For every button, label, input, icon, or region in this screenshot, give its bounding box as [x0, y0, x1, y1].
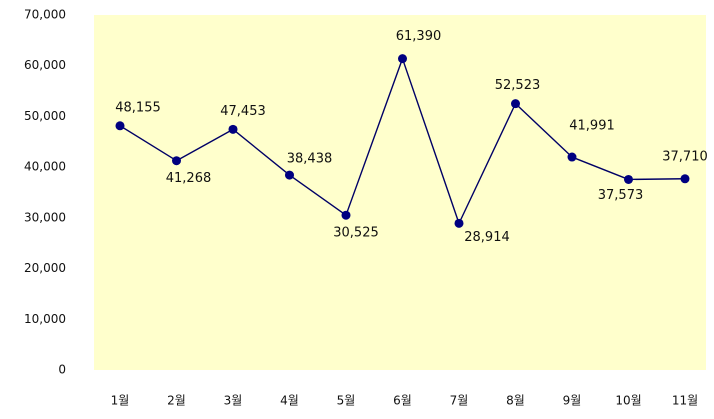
data-label: 30,525	[333, 226, 379, 241]
data-label: 41,991	[569, 119, 615, 134]
x-axis-tick-label: 11월	[672, 394, 698, 408]
data-point	[624, 174, 633, 184]
data-point	[567, 152, 577, 162]
x-axis-tick-label: 7월	[450, 394, 469, 408]
data-label: 52,523	[495, 78, 541, 93]
y-axis-tick-labels: 0 10,000 20,000 30,000 40,000 50,000 60,000 70,…	[24, 8, 66, 377]
x-axis-tick-label: 5월	[337, 394, 356, 408]
x-axis-tick-label: 10월	[615, 394, 641, 408]
y-axis-tick-label: 30,000	[24, 210, 66, 224]
x-axis-tick-label: 3월	[224, 394, 243, 408]
y-axis-tick-label: 20,000	[24, 261, 66, 275]
data-point	[172, 156, 181, 166]
data-point	[115, 121, 125, 131]
y-axis-tick-label: 10,000	[24, 312, 66, 326]
y-axis-tick-label: 40,000	[24, 160, 66, 174]
y-axis-tick-label: 50,000	[24, 109, 66, 123]
data-point	[228, 124, 238, 134]
data-label: 48,155	[115, 100, 161, 115]
y-axis-tick-label: 0	[58, 363, 66, 377]
point-layer	[115, 54, 690, 228]
data-label: 41,268	[166, 171, 212, 186]
x-axis-tick-label: 2월	[167, 394, 186, 408]
x-axis-tick-label: 1월	[111, 394, 130, 408]
x-axis-tick-labels: 1월 2월 3월 4월 5월 6월 7월 8월 9월 10월 11월	[111, 394, 699, 408]
data-label-layer: 48,155 41,268 47,453 38,438 30,525 61,390 28,9…	[115, 29, 708, 245]
data-label: 37,710	[662, 149, 708, 164]
y-axis-tick-label: 70,000	[24, 8, 66, 22]
data-label: 37,573	[598, 188, 644, 203]
data-point	[511, 99, 520, 109]
data-point	[398, 54, 407, 64]
plot-area	[94, 15, 706, 370]
data-label: 38,438	[287, 152, 333, 167]
data-point	[341, 210, 351, 220]
data-label: 47,453	[220, 104, 266, 119]
data-label: 61,390	[396, 29, 442, 44]
data-point	[680, 174, 690, 184]
data-point	[285, 170, 294, 180]
x-axis-tick-label: 6월	[393, 394, 412, 408]
x-axis-tick-label: 4월	[280, 394, 299, 408]
data-point	[454, 218, 464, 228]
x-axis-tick-label: 9월	[563, 394, 582, 408]
y-axis-tick-label: 60,000	[24, 58, 66, 72]
data-label: 28,914	[464, 230, 510, 245]
x-axis-tick-label: 8월	[506, 394, 525, 408]
